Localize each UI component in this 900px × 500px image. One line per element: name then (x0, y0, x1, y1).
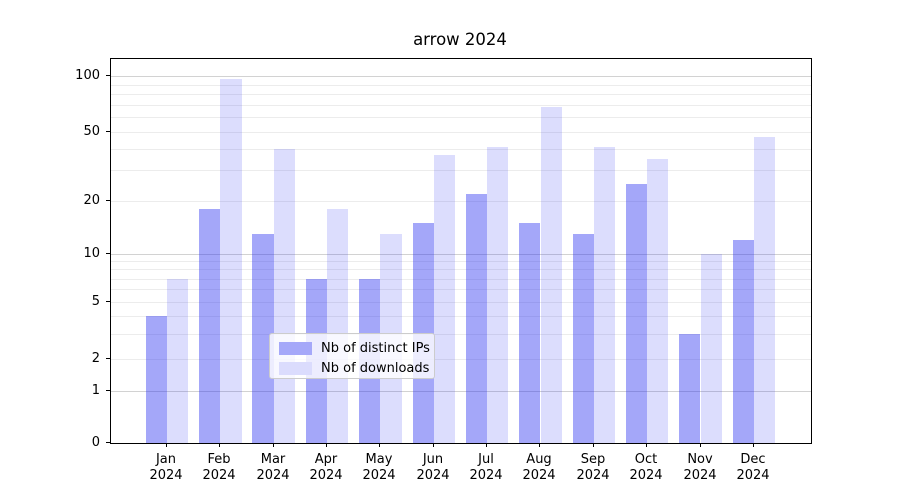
bar-downloads-jun (433, 154, 456, 443)
x-tick-label-aug: Aug 2024 (522, 452, 556, 483)
bar-downloads-feb (220, 78, 242, 443)
x-tick-mark (166, 443, 167, 447)
x-tick-mark (219, 443, 220, 447)
gridline-major (111, 76, 811, 77)
x-tick-mark (433, 443, 434, 447)
gridline-minor (111, 316, 811, 317)
bar-downloads-sep (593, 146, 616, 443)
legend-swatch-distinct-ips (279, 342, 312, 355)
gridline-major (111, 254, 811, 255)
legend-item-downloads: Nb of downloads (279, 360, 434, 377)
x-tick-mark (646, 443, 647, 447)
bar-downloads-mar (273, 148, 295, 443)
y-tick-label-5: 5 (91, 294, 100, 309)
bar-distinct-ips-dec (732, 240, 754, 443)
bar-downloads-apr (327, 209, 349, 443)
x-tick-label-mar: Mar 2024 (256, 452, 290, 483)
y-tick-label-0: 0 (91, 435, 100, 450)
x-tick-label-dec: Dec 2024 (736, 452, 770, 483)
y-tick-label-10: 10 (83, 246, 100, 261)
y-tick-mark (106, 253, 110, 254)
gridline-minor (111, 279, 811, 280)
legend-label-downloads: Nb of downloads (321, 361, 430, 376)
x-tick-label-jun: Jun 2024 (416, 452, 450, 483)
legend-label-distinct-ips: Nb of distinct IPs (321, 341, 430, 356)
y-tick-label-100: 100 (75, 68, 100, 83)
y-tick-label-20: 20 (83, 193, 100, 208)
gridline-minor (111, 269, 811, 270)
chart-title: arrow 2024 (413, 30, 507, 49)
gridline-major (111, 391, 811, 392)
x-tick-label-may: May 2024 (362, 452, 396, 483)
bar-distinct-ips-sep (572, 233, 594, 443)
bar-downloads-aug (540, 107, 562, 443)
x-tick-mark (379, 443, 380, 447)
x-tick-mark (593, 443, 594, 447)
gridline-minor (111, 94, 811, 95)
x-tick-mark (326, 443, 327, 447)
legend: Nb of distinct IPs Nb of downloads (269, 333, 435, 379)
gridline-minor (111, 302, 811, 303)
legend-item-distinct-ips: Nb of distinct IPs (279, 340, 434, 357)
bar-downloads-nov (700, 254, 722, 443)
y-tick-mark (106, 358, 110, 359)
x-tick-label-apr: Apr 2024 (309, 452, 343, 483)
gridline-minor (111, 170, 811, 171)
gridline-minor (111, 117, 811, 118)
gridline-minor (111, 359, 811, 360)
bar-distinct-ips-aug (519, 223, 541, 443)
y-tick-label-50: 50 (83, 124, 100, 139)
x-tick-label-nov: Nov 2024 (683, 452, 717, 483)
y-tick-mark (106, 442, 110, 443)
gridline-minor (111, 261, 811, 262)
gridline-minor (111, 334, 811, 335)
gridline-minor (111, 201, 811, 202)
legend-swatch-downloads (279, 362, 312, 375)
bar-distinct-ips-oct (625, 184, 648, 443)
gridline-minor (111, 149, 811, 150)
bar-downloads-oct (647, 158, 669, 443)
x-tick-mark (753, 443, 754, 447)
x-tick-mark (539, 443, 540, 447)
bar-downloads-jan (167, 278, 189, 443)
plot-area (110, 58, 812, 444)
y-tick-mark (106, 390, 110, 391)
bar-distinct-ips-jan (145, 315, 167, 443)
x-tick-label-feb: Feb 2024 (202, 452, 236, 483)
x-tick-label-sep: Sep 2024 (576, 452, 610, 483)
bar-distinct-ips-nov (679, 333, 701, 443)
x-tick-label-jul: Jul 2024 (469, 452, 503, 483)
x-tick-mark (700, 443, 701, 447)
bar-distinct-ips-jul (465, 193, 488, 443)
bar-downloads-jul (487, 146, 509, 443)
gridline-minor (111, 132, 811, 133)
x-tick-label-jan: Jan 2024 (149, 452, 183, 483)
gridline-minor (111, 85, 811, 86)
y-tick-label-1: 1 (91, 383, 100, 398)
gridline-minor (111, 105, 811, 106)
x-tick-label-oct: Oct 2024 (629, 452, 663, 483)
gridline-minor (111, 289, 811, 290)
bar-downloads-dec (753, 136, 776, 443)
y-tick-mark (106, 131, 110, 132)
bar-distinct-ips-feb (199, 209, 221, 443)
x-tick-mark (273, 443, 274, 447)
x-tick-mark (486, 443, 487, 447)
y-tick-mark (106, 301, 110, 302)
bar-distinct-ips-mar (252, 233, 274, 443)
y-tick-mark (106, 75, 110, 76)
y-tick-label-2: 2 (91, 351, 100, 366)
y-tick-mark (106, 200, 110, 201)
